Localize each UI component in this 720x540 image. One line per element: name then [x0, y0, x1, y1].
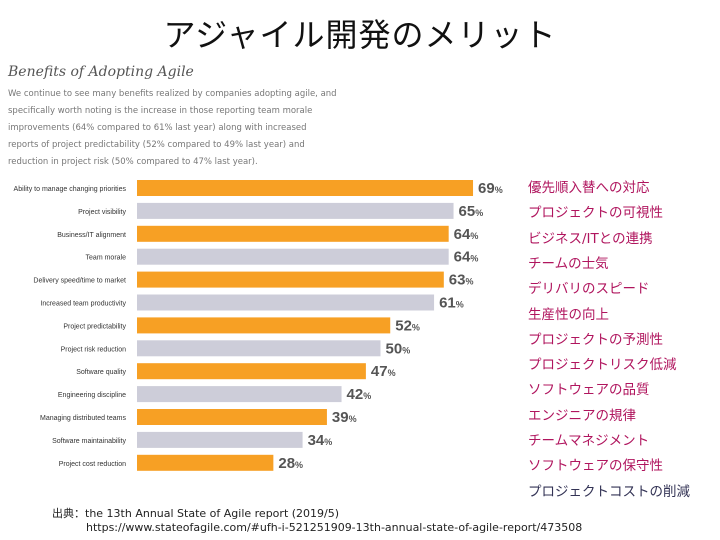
- data-label: 64%: [454, 226, 479, 243]
- data-label: 64%: [454, 249, 479, 266]
- category-label: Ability to manage changing priorities: [14, 186, 127, 193]
- data-label: 65%: [459, 203, 484, 220]
- source-citation: 出典：the 13th Annual State of Agile report…: [52, 507, 582, 535]
- category-label: Delivery speed/time to market: [33, 278, 126, 285]
- translation-label: ソフトウェアの品質: [528, 382, 650, 399]
- bar: [137, 386, 342, 403]
- bar: [137, 294, 435, 311]
- data-label: 34%: [308, 432, 333, 449]
- data-label: 42%: [347, 386, 372, 403]
- bar: [137, 225, 449, 242]
- translation-label: プロジェクトリスク低減: [528, 357, 677, 374]
- data-label: 69%: [478, 180, 503, 197]
- translation-label: プロジェクトの予測性: [528, 331, 663, 348]
- category-label: Project risk reduction: [61, 346, 126, 353]
- bar: [137, 409, 327, 425]
- data-label: 39%: [332, 409, 357, 426]
- category-label: Project cost reduction: [59, 461, 126, 468]
- source-url: https://www.stateofagile.com/#ufh-i-5212…: [86, 521, 583, 534]
- data-label: 61%: [439, 295, 464, 312]
- data-label: 47%: [371, 363, 396, 380]
- translation-label: チームの士気: [528, 255, 609, 272]
- bar: [137, 317, 391, 334]
- category-label: Business/IT alignment: [57, 232, 126, 239]
- translation-label: デリバリのスピード: [528, 281, 650, 298]
- page-title: アジャイル開発のメリット: [163, 16, 557, 54]
- translation-label: 優先順入替への対応: [528, 180, 650, 196]
- category-label: Project predictability: [63, 323, 126, 330]
- translation-label: ビジネス/ITとの連携: [528, 230, 653, 247]
- data-label: 52%: [395, 317, 420, 334]
- data-label: 63%: [449, 272, 474, 289]
- bar: [137, 248, 449, 265]
- category-label: Project visibility: [78, 209, 126, 216]
- data-label: 50%: [386, 340, 411, 357]
- report-heading: Benefits of Adopting Agile: [8, 64, 194, 80]
- translation-label: ソフトウェアの保守性: [528, 458, 663, 475]
- category-label: Software quality: [76, 369, 126, 376]
- bar: [137, 340, 381, 357]
- bar: [137, 454, 274, 471]
- category-label: Team morale: [86, 255, 127, 262]
- translation-label: エンジニアの規律: [528, 407, 636, 424]
- translation-label: 生産性の向上: [528, 306, 609, 323]
- report-paragraph: We continue to see many benefits realize…: [8, 89, 337, 167]
- bar: [137, 180, 474, 196]
- translation-label: チームマネジメント: [528, 433, 650, 449]
- translation-label: プロジェクトコストの削減: [528, 483, 690, 500]
- category-label: Engineering discipline: [58, 392, 126, 399]
- source-line: 出典：the 13th Annual State of Agile report…: [52, 507, 340, 520]
- data-label: 28%: [278, 455, 303, 472]
- category-label: Software maintainability: [52, 438, 126, 445]
- bar: [137, 202, 454, 219]
- category-label: Increased team productivity: [40, 301, 126, 308]
- bar: [137, 363, 366, 380]
- category-label: Managing distributed teams: [40, 415, 126, 422]
- translation-label: プロジェクトの可視性: [528, 205, 663, 222]
- bar: [137, 431, 303, 448]
- bar-chart: Ability to manage changing priorities 69%…: [14, 180, 503, 472]
- bar: [137, 271, 444, 288]
